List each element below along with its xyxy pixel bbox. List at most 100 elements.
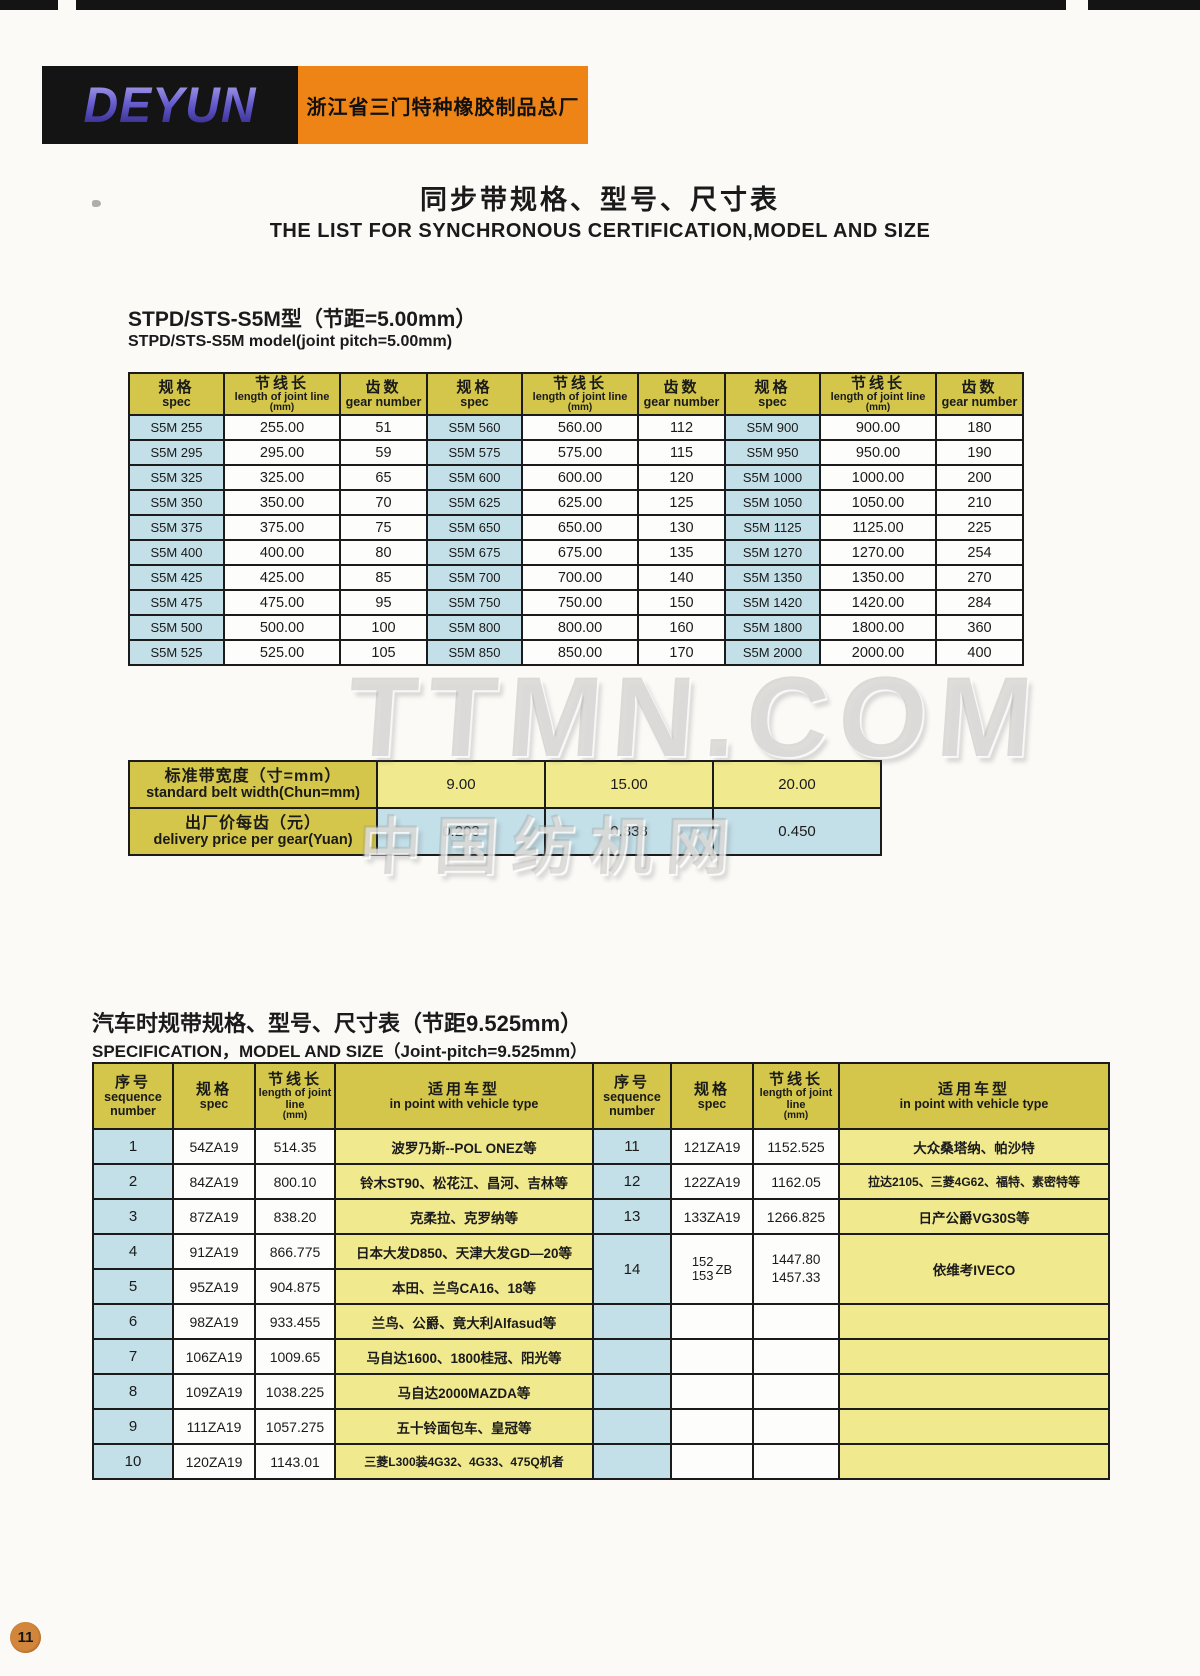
s5m-gear-cell: 105 [339, 639, 428, 666]
vehicle-belt-table: 序号 sequence number 规格 spec 节线长 length of join… [92, 1062, 1110, 1480]
veh-spec-suffix: ZB [715, 1261, 733, 1277]
header-row: 序号 sequence number 规格 spec 节线长 length of join… [92, 1062, 1110, 1130]
header-en: length of joint line [759, 1087, 833, 1111]
veh-seq-cell [592, 1373, 672, 1410]
s5m-spec-cell: S5M 560 [426, 414, 523, 441]
veh-spec-cell: 87ZA19 [172, 1198, 256, 1235]
veh-spec-bottom: 153 [691, 1268, 714, 1283]
veh-seq-cell: 10 [92, 1443, 174, 1480]
veh-seq-cell: 13 [592, 1198, 672, 1235]
table-row: S5M 325 325.00 65 S5M 600 600.00 120 S5M 1000 1… [128, 464, 1024, 491]
s5m-gear-cell: 115 [637, 439, 726, 466]
s5m-spec-cell: S5M 475 [128, 589, 225, 616]
s5m-spec-cell: S5M 400 [128, 539, 225, 566]
s5m-spec-cell: S5M 1350 [724, 564, 821, 591]
s5m-header-length: 节线长 length of joint line (mm) [223, 372, 341, 416]
veh-spec-cell: 152 153 ZB [670, 1233, 754, 1305]
veh-seq-cell: 4 [92, 1233, 174, 1270]
veh-seq-cell: 6 [92, 1303, 174, 1340]
veh-spec-cell [670, 1373, 754, 1410]
section2-heading-en: SPECIFICATION，MODEL AND SIZE（Joint-pitch… [92, 1042, 588, 1061]
s5m-gear-cell: 112 [637, 414, 726, 441]
s5m-spec-cell: S5M 950 [724, 439, 821, 466]
header-unit: (mm) [269, 402, 295, 414]
veh-length-cell: 1152.525 [752, 1128, 840, 1165]
table-row: 4 91ZA19 866.775 日本大发D850、天津大发GD—20等 14 152 15… [92, 1233, 1110, 1305]
veh-length-line: 1457.33 [771, 1270, 821, 1285]
veh-seq-cell: 12 [592, 1163, 672, 1200]
s5m-header-gear: 齿数 gear number [339, 372, 428, 416]
s5m-spec-cell: S5M 1420 [724, 589, 821, 616]
price-table-body: 标准带宽度（寸=mm） standard belt width(Chun=mm) 9… [128, 760, 882, 856]
s5m-gear-cell: 200 [935, 464, 1024, 491]
header-zh: 规格 [754, 378, 791, 396]
s5m-gear-cell: 284 [935, 589, 1024, 616]
veh-seq-cell [592, 1338, 672, 1375]
s5m-length-cell: 800.00 [521, 614, 639, 641]
veh-spec-cell: 84ZA19 [172, 1163, 256, 1200]
veh-spec-cell [670, 1303, 754, 1340]
s5m-spec-cell: S5M 750 [426, 589, 523, 616]
veh-type-cell [838, 1408, 1110, 1445]
s5m-spec-table: 规格 spec 节线长 length of joint line (mm) 齿数 gear … [128, 372, 1024, 666]
header-en: length of joint line [234, 390, 330, 403]
header-en: in point with vehicle type [389, 1096, 539, 1111]
veh-spec-cell [670, 1408, 754, 1445]
header-en: length of joint line [830, 390, 926, 403]
table-row: S5M 500 500.00 100 S5M 800 800.00 160 S5M 1800… [128, 614, 1024, 641]
veh-type-cell: 克柔拉、克罗纳等 [334, 1198, 594, 1235]
s5m-length-cell: 350.00 [223, 489, 341, 516]
s5m-length-cell: 950.00 [819, 439, 937, 466]
s5m-length-cell: 1000.00 [819, 464, 937, 491]
table-row: S5M 525 525.00 105 S5M 850 850.00 170 S5M 2000… [128, 639, 1024, 666]
veh-type-cell: 兰鸟、公爵、竟大利Alfasud等 [334, 1303, 594, 1340]
s5m-spec-cell: S5M 1000 [724, 464, 821, 491]
header-en: gear number [345, 394, 422, 409]
s5m-gear-cell: 59 [339, 439, 428, 466]
veh-seq-cell: 8 [92, 1373, 174, 1410]
s5m-gear-cell: 190 [935, 439, 1024, 466]
s5m-length-cell: 750.00 [521, 589, 639, 616]
veh-type-cell [838, 1338, 1110, 1375]
veh-spec-cell: 109ZA19 [172, 1373, 256, 1410]
veh-seq-cell: 2 [92, 1163, 174, 1200]
s5m-gear-cell: 80 [339, 539, 428, 566]
s5m-gear-cell: 270 [935, 564, 1024, 591]
s5m-spec-cell: S5M 350 [128, 489, 225, 516]
veh-type-cell: 铃木ST90、松花江、昌河、吉林等 [334, 1163, 594, 1200]
page-title-zh: 同步带规格、型号、尺寸表 [420, 185, 780, 215]
s5m-spec-cell: S5M 700 [426, 564, 523, 591]
veh-type-cell: 马自达2000MAZDA等 [334, 1373, 594, 1410]
s5m-header-gear: 齿数 gear number [935, 372, 1024, 416]
s5m-header-length: 节线长 length of joint line (mm) [521, 372, 639, 416]
s5m-header-length: 节线长 length of joint line (mm) [819, 372, 937, 416]
veh-spec-top: 152 [691, 1254, 714, 1270]
table-row: 8 109ZA19 1038.225 马自达2000MAZDA等 [92, 1373, 1110, 1410]
header-en: gear number [643, 394, 720, 409]
table-row: 5 95ZA19 904.875 本田、兰鸟CA16、18等 [92, 1268, 1109, 1305]
table-row: 出厂价每齿（元） delivery price per gear(Yuan) 0.2… [128, 807, 882, 856]
price-label-zh: 出厂价每齿（元） [184, 814, 321, 832]
veh-seq-cell: 5 [92, 1268, 174, 1305]
s5m-length-cell: 850.00 [521, 639, 639, 666]
s5m-spec-cell: S5M 425 [128, 564, 225, 591]
price-label-en: delivery price per gear(Yuan) [153, 832, 353, 849]
s5m-spec-cell: S5M 900 [724, 414, 821, 441]
header-unit: (mm) [783, 1110, 809, 1122]
price-value-cell: 15.00 [544, 760, 714, 809]
price-label-en: standard belt width(Chun=mm) [146, 785, 360, 802]
veh-length-cell: 1038.225 [254, 1373, 336, 1410]
header-en: sequence number [603, 1089, 661, 1118]
header-unit: (mm) [282, 1110, 308, 1122]
header-unit: (mm) [865, 402, 891, 414]
s5m-spec-cell: S5M 375 [128, 514, 225, 541]
table-row: 1 54ZA19 514.35 波罗乃斯--POL ONEZ等 11 121ZA19 115… [92, 1128, 1110, 1165]
veh-length-cell: 933.455 [254, 1303, 336, 1340]
s5m-length-cell: 2000.00 [819, 639, 937, 666]
s5m-gear-cell: 75 [339, 514, 428, 541]
veh-type-cell: 依维考IVECO [838, 1233, 1110, 1305]
veh-type-cell: 马自达1600、1800桂冠、阳光等 [334, 1338, 594, 1375]
header-zh: 节线长 [850, 374, 905, 392]
s5m-spec-cell: S5M 325 [128, 464, 225, 491]
